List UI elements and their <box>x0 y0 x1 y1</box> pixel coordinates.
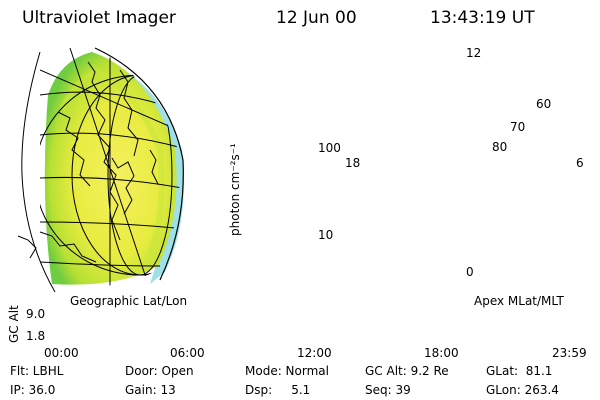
left-glow-halo <box>95 55 184 284</box>
observation-date: 12 Jun 00 <box>276 8 357 28</box>
colorbar-unit-label: photon cm⁻²s⁻¹ <box>228 143 242 236</box>
parallel-line <box>40 221 176 229</box>
mlt-label-0: 0 <box>466 265 474 279</box>
timeline-xtick: 18:00 <box>424 346 459 360</box>
seq-readout: Seq: 39 <box>365 383 411 397</box>
meridian-line <box>40 69 179 131</box>
right-map-caption: Apex MLat/MLT <box>474 294 564 308</box>
mode-readout: Mode: Normal <box>245 364 329 378</box>
left-auroral-image <box>44 52 177 285</box>
timeline-xtick: 00:00 <box>44 346 79 360</box>
glat-readout: GLat: 81.1 <box>486 364 553 378</box>
gc-alt-readout: GC Alt: 9.2 Re <box>365 364 449 378</box>
parallel-line <box>40 261 161 267</box>
timeline-ylabel: GC Alt <box>7 305 21 343</box>
mlat-label-80: 80 <box>492 140 508 154</box>
mlt-label-6: 6 <box>576 156 584 170</box>
left-map-caption: Geographic Lat/Lon <box>70 294 188 308</box>
timeline-xtick: 23:59 <box>552 346 587 360</box>
timeline-ytick-max: 9.0 <box>26 307 46 321</box>
mlt-label-18: 18 <box>345 156 361 170</box>
mlat-label-60: 60 <box>536 97 552 111</box>
ip-readout: IP: 36.0 <box>10 383 56 397</box>
timeline-xtick: 06:00 <box>170 346 205 360</box>
limb-arc <box>94 47 184 281</box>
door-readout: Door: Open <box>125 364 194 378</box>
glon-readout: GLon: 263.4 <box>486 383 559 397</box>
mlat-label-70: 70 <box>510 120 526 134</box>
colorbar-tick-100: 100 <box>318 141 341 155</box>
instrument-title: Ultraviolet Imager <box>22 8 176 28</box>
filter-readout: Flt: LBHL <box>10 364 64 378</box>
geographic-map <box>17 47 184 293</box>
gain-readout: Gain: 13 <box>125 383 176 397</box>
parallel-line <box>40 132 180 149</box>
observation-time: 13:43:19 UT <box>430 8 535 28</box>
timeline-xtick: 12:00 <box>297 346 332 360</box>
colorbar-tick-10: 10 <box>318 228 334 242</box>
coastlines <box>17 61 159 263</box>
limb-arc-outer <box>21 51 56 293</box>
dsp-readout: Dsp: 5.1 <box>245 383 311 397</box>
timeline-ytick-min: 1.8 <box>26 329 46 343</box>
mlt-label-12: 12 <box>466 46 482 60</box>
